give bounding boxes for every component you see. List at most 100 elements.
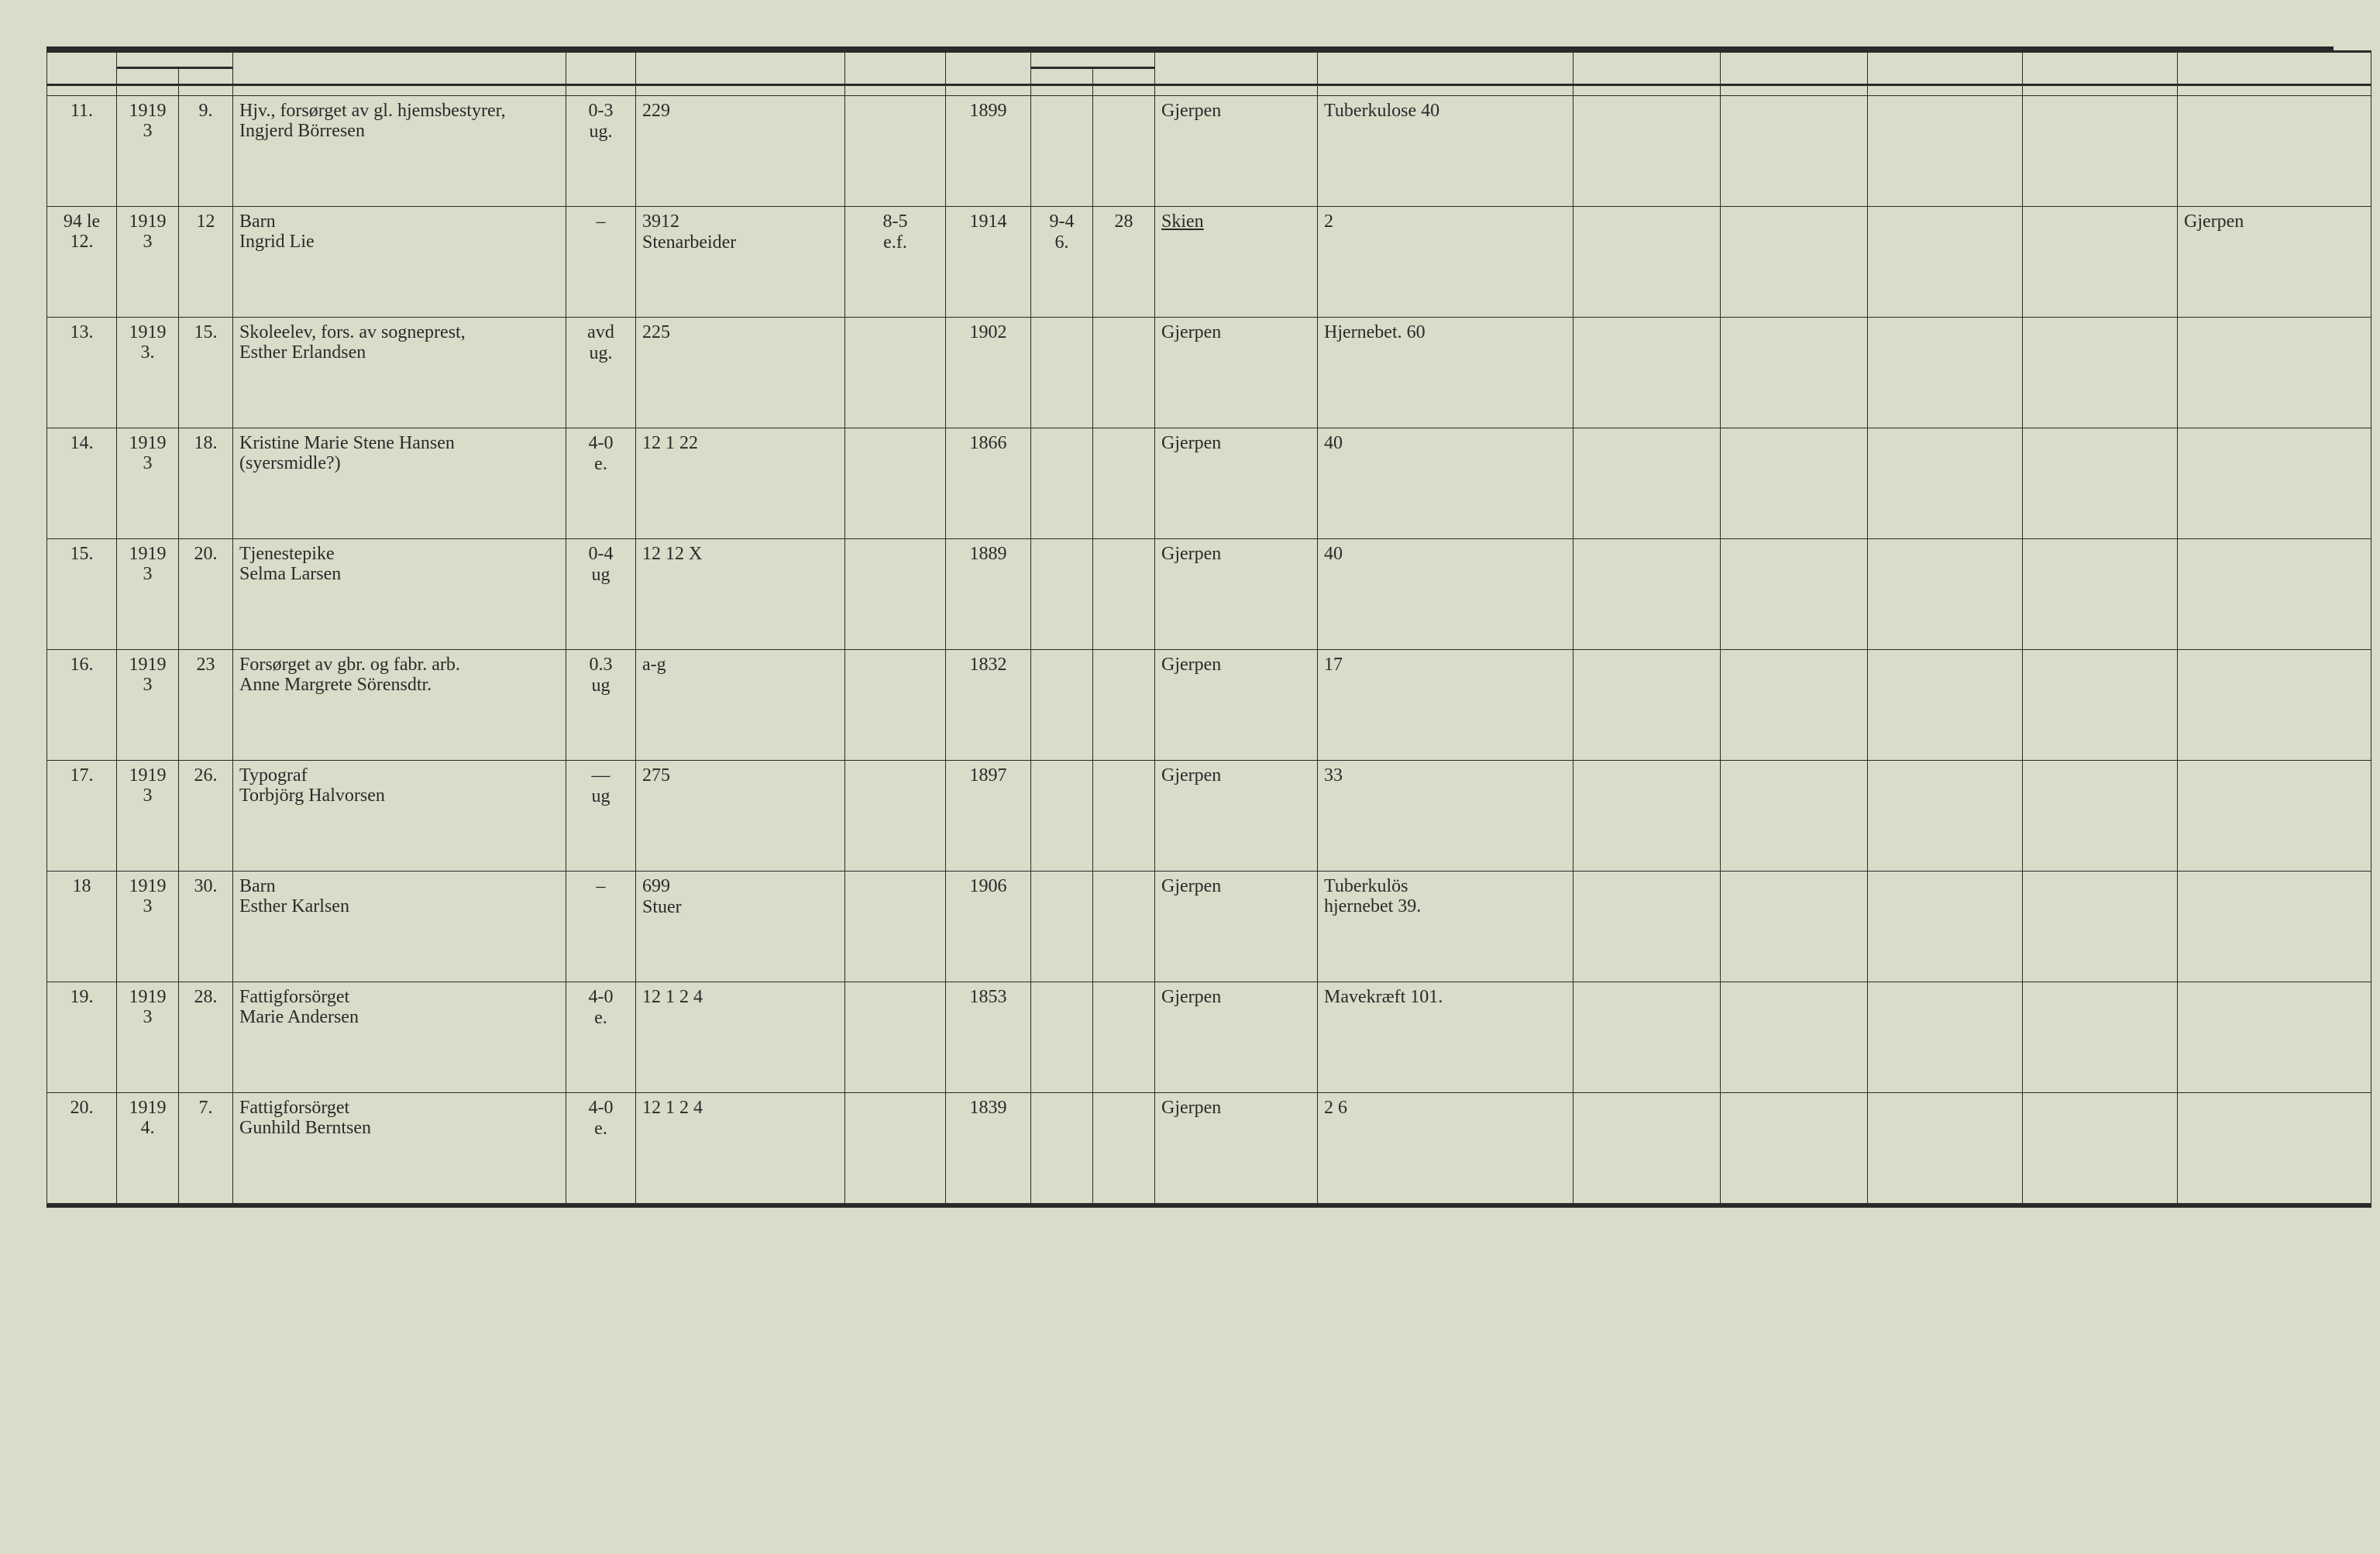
cell-c17 [2178,1092,2371,1205]
cell-cause: Hjernebet. 60 [1318,317,1573,428]
col-2a-head [117,68,179,84]
cell-c14 [1721,95,1868,206]
cell-num: 20. [47,1092,117,1205]
cell-bopel: Gjerpen [1155,95,1318,206]
col-8a-head [1031,68,1093,84]
cell-col6: 12 1 2 4 [636,1092,845,1205]
cell-col6: 12 1 22 [636,428,845,538]
col-15-head [2178,52,2371,85]
cell-c13 [1573,649,1721,760]
cell-year-month: 1919 3 [117,760,179,871]
col-8-head [1031,52,1155,68]
cell-num: 18 [47,871,117,982]
cell-birth-year: 1839 [946,1092,1031,1205]
cell-num: 11. [47,95,117,206]
cell-status: 0.3 ug [566,649,636,760]
cell-status: 0-4 ug [566,538,636,649]
cell-year-month: 1919 3 [117,871,179,982]
table-row: 15.1919 320.Tjenestepike Selma Larsen0-4… [47,538,2371,649]
cell-birth-year: 1866 [946,428,1031,538]
cell-num: 13. [47,317,117,428]
cell-col7 [845,538,946,649]
cn-11 [1155,84,1318,95]
col-number-row [47,84,2371,95]
col-12-head [1721,52,1868,85]
cell-cause: 40 [1318,428,1573,538]
cell-c15 [1868,982,2023,1092]
cn-9 [1031,84,1093,95]
cell-day: 7. [179,1092,233,1205]
cell-name: Typograf Torbjörg Halvorsen [233,760,566,871]
head-row-1 [47,52,2371,68]
cell-c17 [2178,538,2371,649]
cell-col7 [845,760,946,871]
cell-c14 [1721,649,1868,760]
cell-c16 [2023,206,2178,317]
cell-num: 19. [47,982,117,1092]
cell-birth-day [1093,871,1155,982]
cell-day: 9. [179,95,233,206]
cell-c15 [1868,206,2023,317]
cell-birth-day [1093,428,1155,538]
cell-birth-day: 28 [1093,206,1155,317]
cell-bopel: Gjerpen [1155,982,1318,1092]
table-row: 13.1919 3.15.Skoleelev, fors. av sognepr… [47,317,2371,428]
ledger-table: 11.1919 39.Hjv., forsørget av gl. hjemsb… [46,50,2371,1208]
cell-day: 28. [179,982,233,1092]
cell-birth-year: 1853 [946,982,1031,1092]
cell-c13 [1573,760,1721,871]
cell-c15 [1868,649,2023,760]
cn-3 [179,84,233,95]
cell-birth-day [1093,1092,1155,1205]
cell-c17 [2178,649,2371,760]
col-1-head [47,52,117,85]
cell-c15 [1868,95,2023,206]
cell-day: 23 [179,649,233,760]
cell-c16 [2023,649,2178,760]
cell-col6: 12 1 2 4 [636,982,845,1092]
cell-birth-month [1031,649,1093,760]
cell-year-month: 1919 3. [117,317,179,428]
cell-birth-year: 1832 [946,649,1031,760]
cn-8 [946,84,1031,95]
cell-c14 [1721,1092,1868,1205]
cell-c17 [2178,95,2371,206]
cell-col6: a-g [636,649,845,760]
cell-bopel: Gjerpen [1155,428,1318,538]
cell-birth-year: 1914 [946,206,1031,317]
cell-birth-month [1031,871,1093,982]
cell-status: 4-0 e. [566,982,636,1092]
cell-bopel: Skien [1155,206,1318,317]
cell-name: Barn Ingrid Lie [233,206,566,317]
cell-c14 [1721,317,1868,428]
cell-name: Fattigforsörget Gunhild Berntsen [233,1092,566,1205]
cell-col6: 699 Stuer [636,871,845,982]
cell-birth-year: 1902 [946,317,1031,428]
cell-cause: Tuberkulös hjernebet 39. [1318,871,1573,982]
cell-c13 [1573,317,1721,428]
col-11-head [1573,52,1721,85]
cell-c15 [1868,317,2023,428]
table-row: 11.1919 39.Hjv., forsørget av gl. hjemsb… [47,95,2371,206]
cell-cause: Tuberkulose 40 [1318,95,1573,206]
col-2-head [117,52,233,68]
cell-status: 0-3 ug. [566,95,636,206]
cell-c13 [1573,538,1721,649]
table-row: 17.1919 326.Typograf Torbjörg Halvorsen—… [47,760,2371,871]
cell-c16 [2023,760,2178,871]
cell-num: 16. [47,649,117,760]
cell-year-month: 1919 3 [117,206,179,317]
col-2b-head [179,68,233,84]
cell-num: 14. [47,428,117,538]
cell-day: 15. [179,317,233,428]
cell-status: 4-0 e. [566,428,636,538]
cell-c14 [1721,760,1868,871]
cell-c13 [1573,1092,1721,1205]
cell-cause: 2 6 [1318,1092,1573,1205]
col-3-head [233,52,566,85]
cell-birth-day [1093,760,1155,871]
cell-c17: Gjerpen [2178,206,2371,317]
cell-col7 [845,982,946,1092]
cn-13 [1573,84,1721,95]
col-14-head [2023,52,2178,85]
